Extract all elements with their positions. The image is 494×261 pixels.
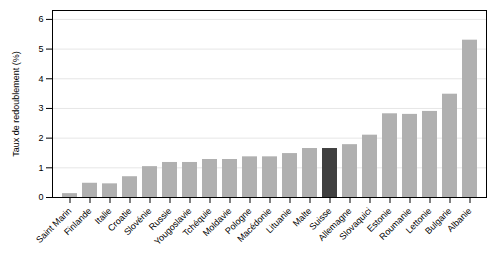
svg-text:Macédonie: Macédonie: [235, 205, 274, 244]
svg-text:Suisse: Suisse: [307, 205, 334, 232]
svg-text:Malte: Malte: [290, 205, 314, 229]
svg-text:2: 2: [38, 133, 43, 143]
svg-text:3: 3: [38, 103, 43, 113]
svg-text:6: 6: [38, 14, 43, 24]
svg-text:Croatie: Croatie: [105, 205, 134, 234]
svg-text:Russie: Russie: [146, 205, 174, 233]
svg-text:Slovénie: Slovénie: [122, 206, 153, 237]
svg-text:Taux de redoublement (%): Taux de redoublement (%): [11, 51, 21, 157]
svg-text:Allemagne: Allemagne: [316, 205, 354, 243]
svg-text:Tchéquie: Tchéquie: [180, 205, 214, 239]
svg-text:Yougoslavie: Yougoslavie: [152, 205, 194, 247]
svg-text:Moldavie: Moldavie: [200, 205, 234, 239]
svg-text:Estonie: Estonie: [365, 205, 394, 234]
svg-text:Lituanie: Lituanie: [264, 206, 293, 235]
svg-text:4: 4: [38, 74, 43, 84]
svg-text:Pologne: Pologne: [223, 205, 254, 237]
svg-text:1: 1: [38, 163, 43, 173]
svg-text:Slovaquici: Slovaquici: [337, 205, 374, 242]
svg-text:0: 0: [38, 192, 43, 202]
svg-text:Finlande: Finlande: [62, 206, 93, 237]
svg-text:5: 5: [38, 44, 43, 54]
svg-text:Italie: Italie: [92, 205, 114, 227]
svg-text:Roumanie: Roumanie: [377, 205, 414, 242]
svg-text:Lettonie: Lettonie: [403, 205, 434, 236]
svg-text:Bulgarie: Bulgarie: [423, 205, 454, 237]
svg-text:Albanie: Albanie: [445, 206, 473, 234]
svg-text:Saint Marin: Saint Marin: [34, 205, 74, 245]
